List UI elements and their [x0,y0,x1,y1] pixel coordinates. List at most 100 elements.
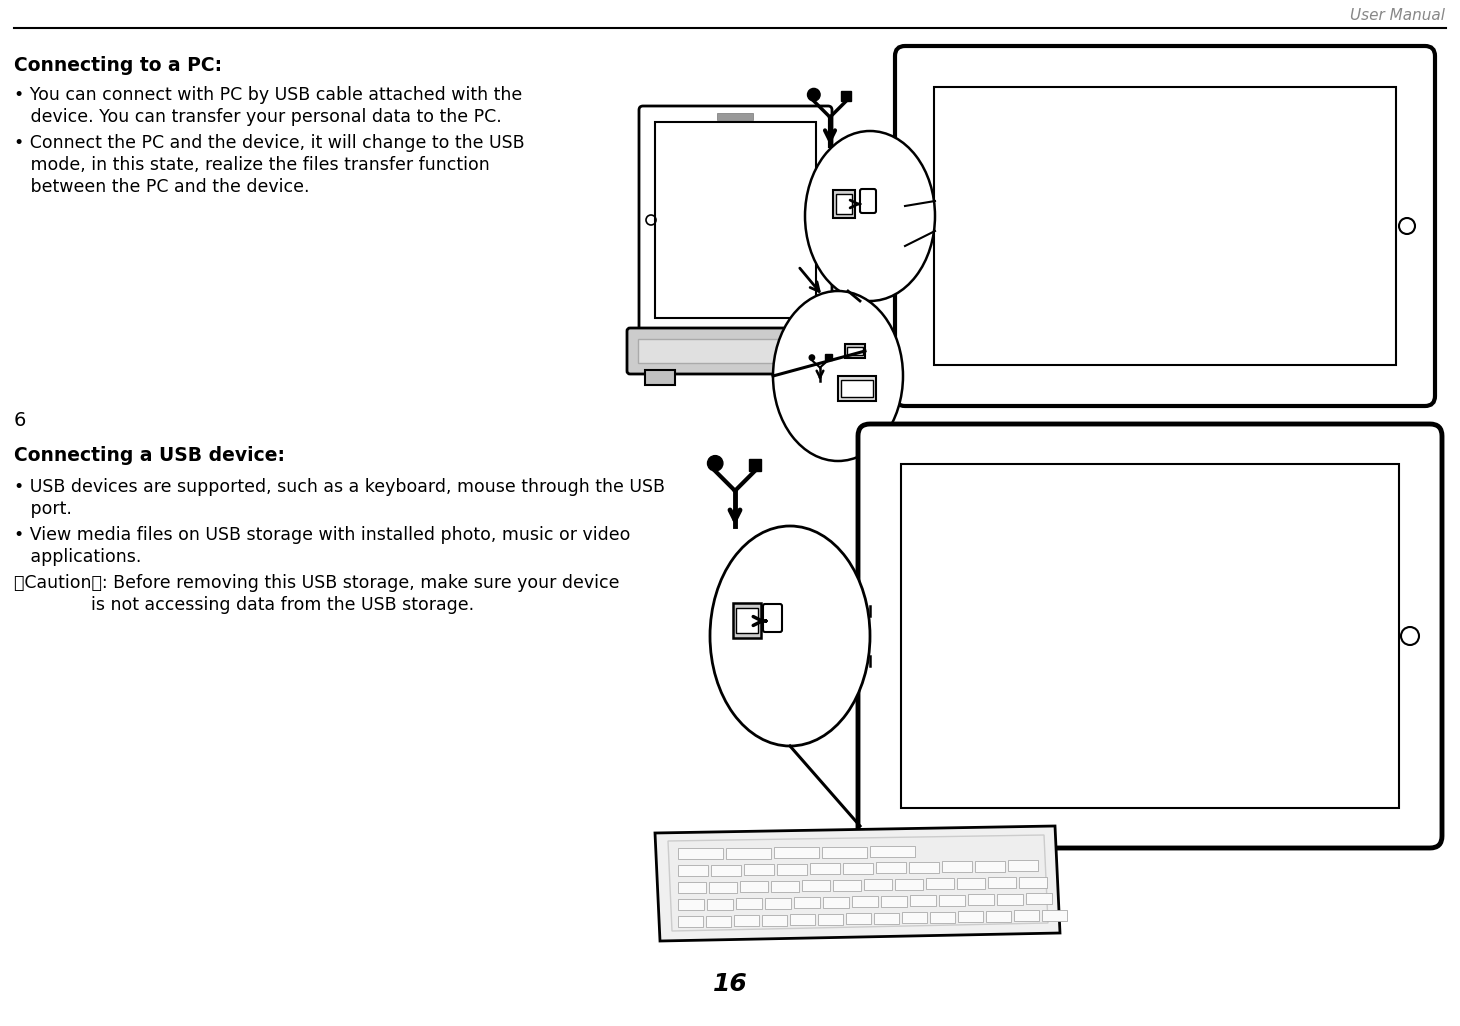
Bar [717,113,753,120]
Text: Connecting a USB device:: Connecting a USB device: [15,446,285,465]
Text: 【Caution】: Before removing this USB storage, make sure your device: 【Caution】: Before removing this USB stor… [15,574,619,592]
Bar [842,863,873,873]
Circle shape [807,88,821,101]
Bar [864,879,892,890]
Bar [825,354,832,360]
Bar [939,895,965,906]
Ellipse shape [710,526,870,746]
Bar [930,911,955,922]
Polygon shape [656,826,1060,941]
Bar [997,894,1023,905]
Bar [910,862,939,872]
Bar [910,895,936,906]
Bar [823,897,850,908]
Circle shape [708,456,723,471]
Bar [1026,893,1053,904]
Text: applications.: applications. [15,548,142,566]
Bar [841,380,873,397]
Bar [771,880,799,892]
Text: User Manual: User Manual [1350,8,1445,23]
Bar [901,464,1399,808]
Bar [956,877,986,889]
Bar [926,878,953,889]
Bar [740,881,768,892]
Bar [790,914,815,925]
Bar [875,912,899,923]
FancyBboxPatch shape [860,189,876,213]
Circle shape [809,355,815,360]
Bar [736,898,762,909]
Bar [804,370,835,385]
Bar [745,864,774,875]
Bar [736,608,758,633]
Text: • You can connect with PC by USB cable attached with the: • You can connect with PC by USB cable a… [15,86,523,104]
Bar [845,913,872,924]
Bar [645,370,675,385]
Bar [794,897,821,908]
Bar [834,190,856,218]
Bar [975,861,1004,871]
FancyBboxPatch shape [626,328,853,374]
Text: port.: port. [15,500,72,518]
Bar [749,459,761,471]
Text: • USB devices are supported, such as a keyboard, mouse through the USB: • USB devices are supported, such as a k… [15,478,664,496]
Text: device. You can transfer your personal data to the PC.: device. You can transfer your personal d… [15,108,502,126]
Bar [733,603,761,638]
Bar [847,347,863,355]
Bar [677,882,707,893]
Bar [853,896,877,907]
Bar [870,846,915,857]
Bar [968,894,994,905]
Bar [810,863,839,874]
Bar [734,915,759,926]
Bar [838,376,876,401]
Text: mode, in this state, realize the files transfer function: mode, in this state, realize the files t… [15,156,489,174]
Bar [777,864,807,874]
Bar [677,865,708,876]
Text: 6: 6 [15,411,26,430]
Text: • Connect the PC and the device, it will change to the USB: • Connect the PC and the device, it will… [15,134,524,152]
Bar [710,881,737,893]
Bar [707,915,731,926]
Bar [762,914,787,925]
Bar [677,916,704,928]
Bar [986,910,1010,921]
Bar [837,194,853,214]
Bar [818,913,842,924]
Text: Connecting to a PC:: Connecting to a PC: [15,56,222,75]
Bar [707,899,733,909]
Bar [958,911,983,922]
Ellipse shape [772,291,902,461]
FancyBboxPatch shape [895,46,1435,406]
Bar [933,86,1396,365]
Bar [880,896,907,907]
Bar [677,849,723,859]
Bar [895,878,923,890]
Bar [711,865,742,875]
Bar [726,847,771,859]
FancyBboxPatch shape [764,604,783,632]
Bar [1042,909,1067,920]
Bar [1019,876,1047,887]
Bar [841,91,851,101]
Text: • View media files on USB storage with installed photo, music or video: • View media files on USB storage with i… [15,526,631,544]
Text: 16: 16 [712,972,748,996]
Bar [765,898,791,908]
Bar [656,122,816,318]
Bar [834,879,861,891]
Bar [1007,860,1038,871]
FancyBboxPatch shape [858,424,1442,849]
Bar [677,899,704,910]
Bar [638,339,842,363]
Bar [802,880,829,891]
Bar [774,847,819,858]
Bar [942,861,972,872]
Bar [1015,910,1040,921]
FancyBboxPatch shape [639,106,832,334]
Text: is not accessing data from the USB storage.: is not accessing data from the USB stora… [15,596,474,614]
Polygon shape [669,835,1048,931]
Bar [822,846,867,858]
Bar [845,344,864,358]
Text: between the PC and the device.: between the PC and the device. [15,177,310,196]
Bar [988,877,1016,887]
